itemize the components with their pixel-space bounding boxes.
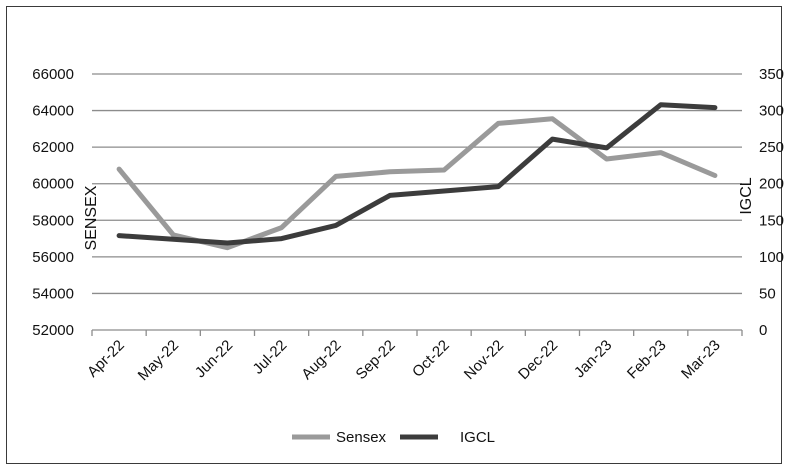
x-tick-label: Apr-22 [84, 337, 128, 381]
right-y-tick-label: 50 [759, 285, 776, 302]
left-y-axis-tick-labels: 52000 54000 56000 58000 60000 62000 64000 66000 [32, 66, 74, 339]
right-y-axis-title: IGCL [738, 177, 755, 214]
x-axis-tick-labels: Apr-22 May-22 Jun-22 Jul-22 Aug-22 Sep-22 Oct-… [84, 337, 724, 384]
right-y-tick-label: 300 [759, 103, 784, 120]
right-y-tick-label: 250 [759, 139, 784, 156]
x-tick-label: Feb-23 [624, 337, 670, 383]
series-lines [116, 102, 718, 251]
left-y-tick-label: 58000 [32, 212, 74, 229]
right-y-tick-label: 200 [759, 176, 784, 193]
left-y-tick-label: 62000 [32, 139, 74, 156]
left-y-tick-label: 66000 [32, 66, 74, 83]
left-y-tick-label: 54000 [32, 285, 74, 302]
x-tick-label: Oct-22 [409, 337, 453, 381]
x-tick-label: Dec-22 [515, 337, 561, 383]
legend-label: IGCL [460, 429, 495, 446]
x-tick-label: Jul-22 [249, 337, 290, 378]
right-y-axis-tick-labels: 0 50 100 150 200 250 300 350 [759, 66, 784, 339]
left-y-axis-title: SENSEX [83, 185, 100, 250]
x-tick-label: Jan-23 [571, 337, 615, 381]
legend: Sensex IGCL [292, 429, 495, 446]
x-tick-label: Sep-22 [353, 337, 399, 383]
x-tick-label: Mar-23 [678, 337, 724, 383]
x-tick-label: Jun-22 [192, 337, 236, 381]
left-y-tick-label: 52000 [32, 322, 74, 339]
right-y-tick-label: 100 [759, 249, 784, 266]
x-tick-label: Nov-22 [461, 337, 507, 383]
right-y-tick-label: 0 [759, 322, 767, 339]
x-tick-label: May-22 [135, 337, 182, 384]
x-tick-label: Aug-22 [298, 337, 344, 383]
x-axis-ticks [91, 330, 743, 336]
right-y-tick-label: 150 [759, 212, 784, 229]
series-line-igcl [116, 102, 718, 246]
left-y-tick-label: 56000 [32, 249, 74, 266]
series-line-sensex [116, 116, 718, 251]
left-y-tick-label: 60000 [32, 176, 74, 193]
legend-label: Sensex [336, 429, 387, 446]
gridlines [92, 73, 742, 295]
right-y-tick-label: 350 [759, 66, 784, 83]
left-y-tick-label: 64000 [32, 103, 74, 120]
